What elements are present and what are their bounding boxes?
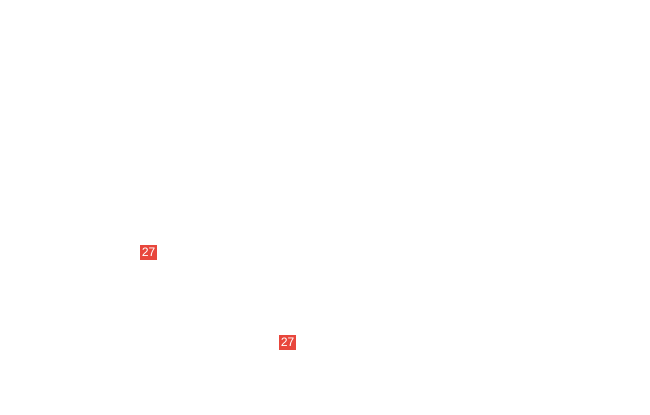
count-badge: 27 bbox=[279, 335, 296, 350]
count-badge: 27 bbox=[140, 245, 157, 260]
